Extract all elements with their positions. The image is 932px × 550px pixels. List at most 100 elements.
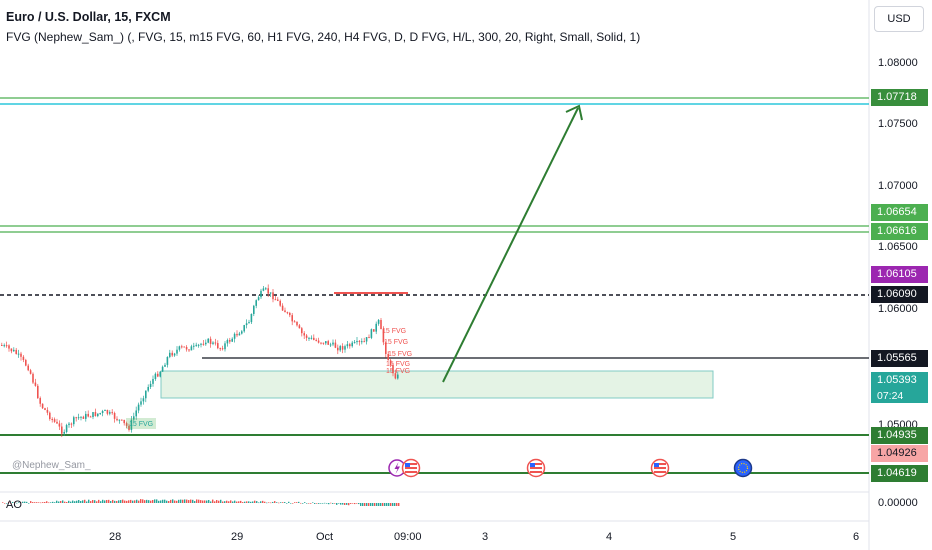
price-level-badge[interactable]: 1.06105 bbox=[871, 266, 928, 283]
ao-bar bbox=[338, 503, 340, 504]
ao-bar bbox=[324, 502, 326, 504]
projection-arrow[interactable] bbox=[442, 107, 579, 383]
ao-bar bbox=[360, 503, 362, 506]
candle-body bbox=[169, 352, 171, 357]
candle-body bbox=[128, 425, 130, 430]
price-level-badge[interactable]: 1.04935 bbox=[871, 427, 928, 444]
ao-bar bbox=[46, 501, 48, 503]
candle-body bbox=[111, 412, 113, 414]
ao-bar bbox=[154, 499, 156, 503]
ao-bar bbox=[144, 500, 146, 503]
price-level-badge[interactable]: 1.04926 bbox=[871, 445, 928, 462]
ao-bar bbox=[268, 502, 270, 504]
eu-flag-event-icon[interactable] bbox=[733, 458, 753, 478]
ao-bar bbox=[340, 503, 342, 505]
us-flag-event-icon[interactable] bbox=[401, 458, 421, 478]
ao-bar bbox=[306, 503, 308, 504]
ao-bar bbox=[58, 501, 60, 503]
candle-body bbox=[332, 342, 334, 345]
price-level-badge[interactable]: 1.07718 bbox=[871, 89, 928, 106]
price-level-badge[interactable]: 1.06654 bbox=[871, 204, 928, 221]
ao-bar bbox=[74, 501, 76, 503]
candle-body bbox=[176, 349, 178, 354]
candle-body bbox=[394, 373, 397, 379]
ao-bar bbox=[92, 499, 94, 503]
ao-bar bbox=[18, 502, 20, 503]
price-level-badge[interactable]: 1.04619 bbox=[871, 465, 928, 482]
indicator-legend[interactable]: FVG (Nephew_Sam_) (, FVG, 15, m15 FVG, 6… bbox=[6, 30, 641, 44]
ao-bar bbox=[152, 499, 154, 503]
ao-bar bbox=[376, 503, 378, 506]
last-price-badge[interactable]: 1.05393 bbox=[871, 372, 928, 389]
candle-body bbox=[241, 331, 243, 334]
fvg-zone[interactable] bbox=[160, 370, 714, 399]
ao-indicator-label[interactable]: AO bbox=[6, 499, 22, 511]
ao-bar bbox=[318, 503, 320, 504]
ao-bar bbox=[194, 501, 196, 503]
ao-bar bbox=[216, 500, 218, 503]
candle-body bbox=[133, 416, 135, 420]
ao-bar bbox=[4, 503, 6, 504]
us-flag-event-icon[interactable] bbox=[650, 458, 670, 478]
candle-body bbox=[248, 322, 250, 324]
ao-bar bbox=[158, 500, 160, 503]
candle-body bbox=[229, 340, 231, 342]
candle-body bbox=[313, 337, 315, 340]
candle-body bbox=[154, 373, 157, 380]
ao-bar bbox=[126, 500, 128, 503]
candle-body bbox=[397, 374, 399, 379]
ao-bar bbox=[98, 499, 100, 503]
symbol-title[interactable]: Euro / U.S. Dollar, 15, FXCM bbox=[6, 10, 171, 24]
ao-bar bbox=[264, 501, 266, 503]
price-level-badge[interactable]: 1.05565 bbox=[871, 350, 928, 367]
ao-bar bbox=[72, 500, 74, 503]
candle-body bbox=[284, 310, 286, 313]
candle-body bbox=[363, 341, 365, 343]
ao-bar bbox=[172, 499, 174, 503]
ao-bar bbox=[346, 503, 348, 505]
ao-bar bbox=[212, 499, 214, 503]
ao-bar bbox=[56, 500, 58, 503]
ao-bar bbox=[380, 503, 382, 506]
events-row bbox=[388, 458, 753, 478]
ao-bar bbox=[366, 503, 368, 506]
candle-body bbox=[291, 315, 293, 322]
candle-body bbox=[3, 345, 5, 347]
ao-bar bbox=[322, 503, 324, 504]
candle-body bbox=[260, 290, 262, 298]
candle-body bbox=[39, 398, 41, 404]
candle-body bbox=[145, 390, 147, 399]
candle-body bbox=[238, 333, 241, 336]
ao-bar bbox=[50, 502, 52, 503]
ao-bar bbox=[254, 500, 256, 503]
candle-body bbox=[236, 333, 238, 336]
ao-bar bbox=[30, 501, 32, 503]
ao-bar bbox=[294, 502, 296, 503]
currency-button[interactable]: USD bbox=[874, 6, 924, 32]
ao-bar bbox=[8, 501, 10, 503]
ao-bar bbox=[136, 499, 138, 503]
ao-bar bbox=[96, 501, 98, 503]
ao-bar bbox=[274, 501, 276, 503]
candle-body bbox=[22, 356, 25, 360]
price-level-badge[interactable]: 1.06616 bbox=[871, 223, 928, 240]
price-level-badge[interactable]: 1.06090 bbox=[871, 286, 928, 303]
candle-body bbox=[349, 344, 351, 347]
candle-body bbox=[125, 423, 128, 426]
ao-histogram bbox=[2, 499, 400, 506]
candle-body bbox=[27, 365, 29, 371]
candle-body bbox=[130, 419, 133, 430]
candle-body bbox=[181, 346, 183, 348]
candle-body bbox=[94, 412, 97, 417]
ao-bar bbox=[44, 502, 46, 503]
ao-bar bbox=[36, 502, 38, 503]
ao-bar bbox=[282, 502, 284, 503]
candle-body bbox=[166, 356, 169, 365]
ao-bar bbox=[22, 501, 24, 503]
candle-body bbox=[85, 413, 87, 419]
candle-body bbox=[178, 346, 181, 350]
candle-body bbox=[65, 425, 68, 432]
us-flag-event-icon[interactable] bbox=[526, 458, 546, 478]
